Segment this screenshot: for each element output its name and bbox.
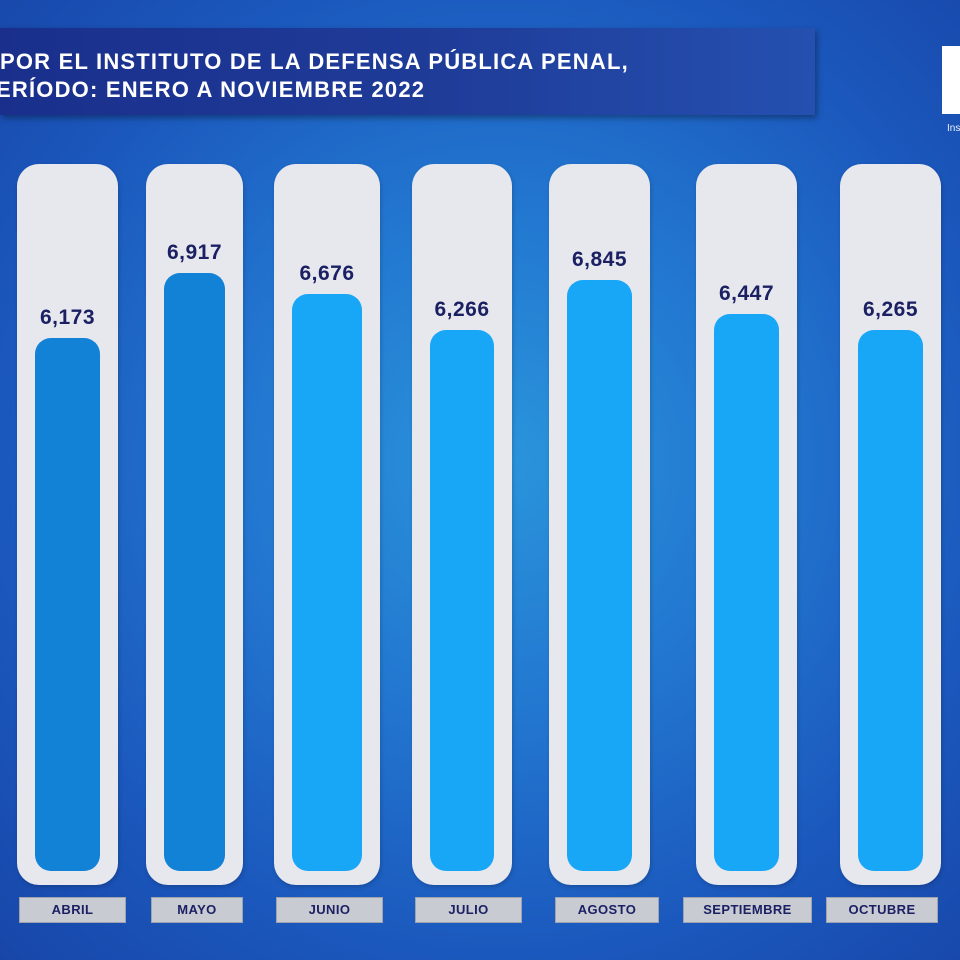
bar-octubre	[858, 329, 923, 871]
data-label: 6,265	[862, 297, 919, 321]
category-label: AGOSTO	[555, 897, 659, 923]
category-label: OCTUBRE	[826, 897, 938, 923]
data-label: 6,447	[718, 281, 775, 305]
bar-mayo	[164, 273, 225, 871]
category-label: ABRIL	[19, 897, 126, 923]
category-label: JULIO	[415, 897, 522, 923]
data-label: 6,917	[166, 241, 223, 265]
chart-title-line-2: ERÍODO: ENERO A NOVIEMBRE 2022	[0, 77, 426, 102]
title-banner: POR EL INSTITUTO DE LA DEFENSA PÚBLICA P…	[0, 28, 815, 115]
bar-junio	[292, 294, 362, 871]
data-label: 6,676	[299, 262, 355, 286]
category-label: MAYO	[151, 897, 243, 923]
data-label: 6,845	[571, 247, 628, 271]
data-label: 6,173	[39, 305, 96, 329]
bar-julio	[430, 329, 494, 871]
bar-agosto	[567, 279, 632, 871]
data-label: 6,266	[434, 297, 490, 321]
bar-septiembre	[714, 313, 779, 871]
chart-title-line-1: POR EL INSTITUTO DE LA DEFENSA PÚBLICA P…	[0, 49, 629, 74]
logo-caption: Ins	[947, 123, 960, 134]
institution-logo	[942, 46, 960, 114]
category-label: SEPTIEMBRE	[683, 897, 812, 923]
category-label: JUNIO	[276, 897, 383, 923]
bar-abril	[35, 337, 100, 871]
